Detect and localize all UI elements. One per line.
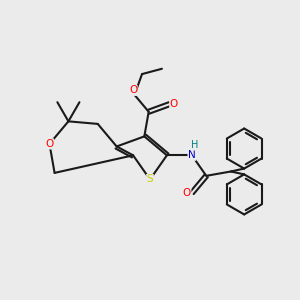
Text: O: O [170,99,178,109]
Text: O: O [183,188,191,198]
Text: H: H [190,140,198,150]
Text: O: O [129,85,137,95]
Text: O: O [45,139,54,149]
Text: N: N [188,150,196,160]
Text: S: S [147,174,153,184]
